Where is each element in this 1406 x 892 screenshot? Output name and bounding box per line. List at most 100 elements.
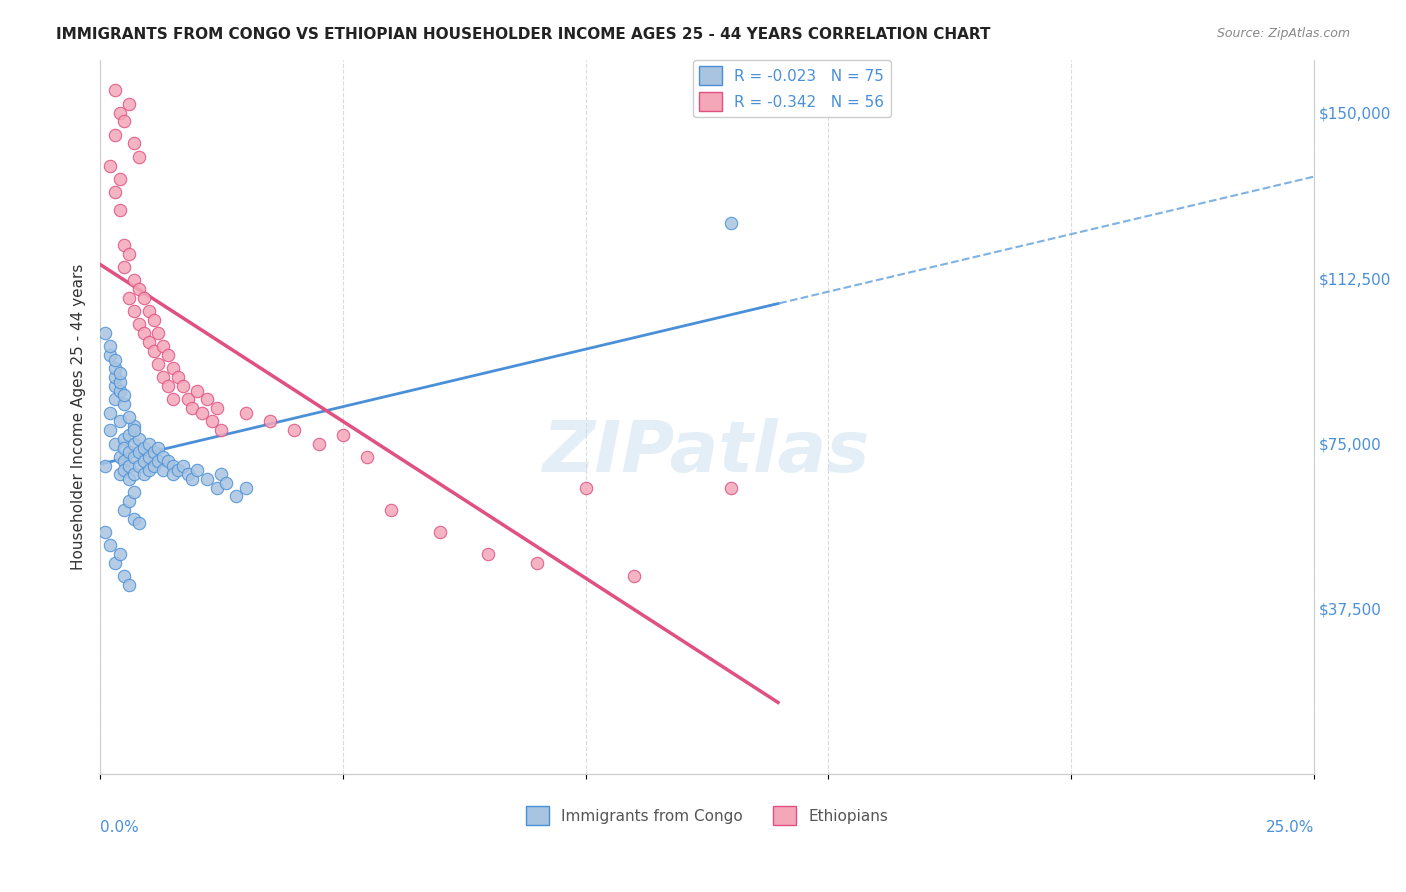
Point — [128, 150, 150, 164]
Point — [172, 458, 194, 473]
Text: IMMIGRANTS FROM CONGO VS ETHIOPIAN HOUSEHOLDER INCOME AGES 25 - 44 YEARS CORRELA: IMMIGRANTS FROM CONGO VS ETHIOPIAN HOUSE… — [56, 27, 991, 42]
Point — [118, 246, 141, 260]
Point — [128, 432, 150, 446]
Point — [104, 436, 127, 450]
Point — [118, 578, 141, 592]
Point — [477, 547, 499, 561]
Point — [148, 326, 170, 341]
Point — [108, 467, 131, 482]
Point — [162, 392, 184, 407]
Point — [235, 481, 257, 495]
Point — [142, 343, 165, 358]
Point — [235, 406, 257, 420]
Point — [118, 96, 141, 111]
Point — [122, 450, 145, 464]
Point — [118, 445, 141, 459]
Point — [104, 128, 127, 142]
Point — [112, 569, 135, 583]
Point — [332, 427, 354, 442]
Point — [108, 450, 131, 464]
Point — [108, 105, 131, 120]
Point — [186, 384, 208, 398]
Point — [104, 370, 127, 384]
Y-axis label: Householder Income Ages 25 - 44 years: Householder Income Ages 25 - 44 years — [72, 264, 86, 570]
Point — [104, 185, 127, 199]
Point — [122, 511, 145, 525]
Point — [162, 467, 184, 482]
Point — [162, 458, 184, 473]
Point — [128, 516, 150, 530]
Point — [157, 454, 180, 468]
Point — [112, 441, 135, 455]
Point — [132, 454, 155, 468]
Point — [122, 467, 145, 482]
Point — [98, 348, 121, 362]
Point — [720, 481, 742, 495]
Point — [186, 463, 208, 477]
Point — [98, 406, 121, 420]
Point — [176, 467, 198, 482]
Point — [380, 502, 402, 516]
Point — [98, 423, 121, 437]
Point — [166, 370, 188, 384]
Point — [108, 384, 131, 398]
Point — [181, 401, 204, 416]
Text: ZIPatlas: ZIPatlas — [543, 418, 870, 487]
Point — [112, 238, 135, 252]
Point — [195, 392, 218, 407]
Point — [122, 485, 145, 500]
Point — [108, 202, 131, 217]
Point — [152, 370, 174, 384]
Point — [112, 454, 135, 468]
Point — [142, 313, 165, 327]
Point — [162, 361, 184, 376]
Point — [122, 436, 145, 450]
Point — [225, 490, 247, 504]
Point — [94, 458, 117, 473]
Point — [132, 441, 155, 455]
Point — [112, 502, 135, 516]
Point — [142, 445, 165, 459]
Point — [118, 410, 141, 425]
Point — [104, 392, 127, 407]
Point — [138, 334, 160, 349]
Text: 25.0%: 25.0% — [1265, 820, 1313, 835]
Point — [104, 352, 127, 367]
Point — [157, 348, 180, 362]
Point — [152, 339, 174, 353]
Point — [104, 361, 127, 376]
Point — [211, 423, 233, 437]
Point — [98, 159, 121, 173]
Point — [138, 436, 160, 450]
Point — [259, 414, 281, 428]
Point — [128, 458, 150, 473]
Point — [104, 556, 127, 570]
Point — [138, 463, 160, 477]
Point — [181, 472, 204, 486]
Point — [112, 432, 135, 446]
Point — [152, 450, 174, 464]
Point — [142, 458, 165, 473]
Point — [108, 366, 131, 380]
Point — [94, 524, 117, 539]
Point — [108, 375, 131, 389]
Point — [195, 472, 218, 486]
Point — [148, 454, 170, 468]
Point — [118, 472, 141, 486]
Point — [112, 260, 135, 274]
Point — [98, 339, 121, 353]
Point — [152, 463, 174, 477]
Point — [122, 273, 145, 287]
Point — [283, 423, 305, 437]
Point — [215, 476, 238, 491]
Point — [128, 445, 150, 459]
Point — [118, 427, 141, 442]
Point — [132, 291, 155, 305]
Point — [176, 392, 198, 407]
Point — [118, 494, 141, 508]
Legend: R = -0.023   N = 75, R = -0.342   N = 56: R = -0.023 N = 75, R = -0.342 N = 56 — [693, 60, 890, 117]
Text: Source: ZipAtlas.com: Source: ZipAtlas.com — [1216, 27, 1350, 40]
Point — [122, 423, 145, 437]
Point — [132, 326, 155, 341]
Point — [112, 114, 135, 128]
